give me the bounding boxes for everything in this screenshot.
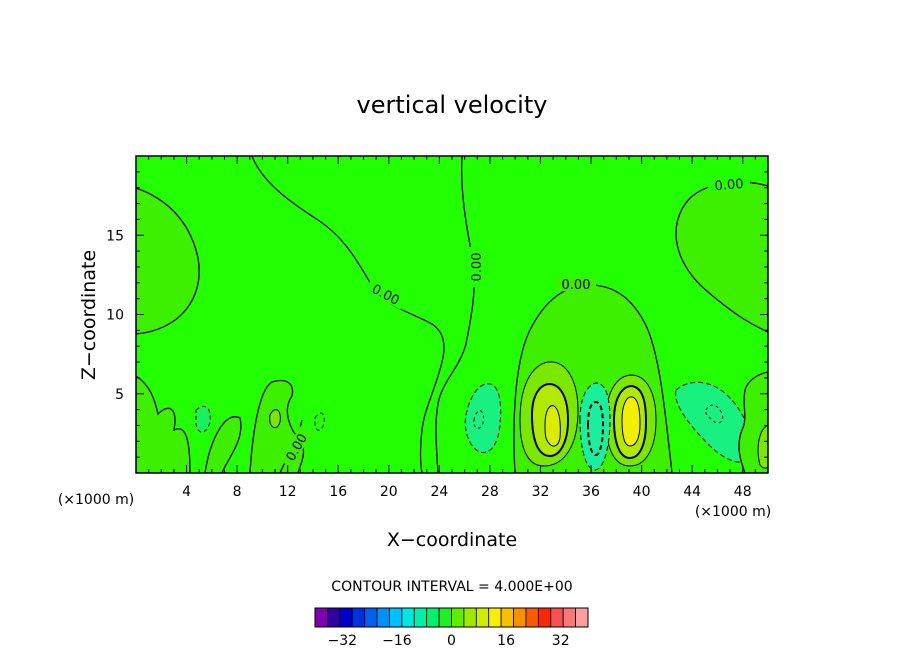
x-tick-label: 40 — [633, 484, 651, 500]
contour-region-pos-lobe-1-core — [544, 405, 561, 447]
colorbar-swatch — [339, 607, 353, 628]
x-tick-label: 44 — [683, 484, 701, 500]
contour-region-neg-lobe-center — [579, 382, 611, 471]
colorbar-swatch — [513, 607, 527, 628]
x-tick-label: 4 — [182, 484, 191, 500]
colorbar-tick-labels: −32 −16 0 16 32 — [328, 633, 570, 649]
colorbar-tick-label: 32 — [552, 633, 570, 649]
colorbar-swatch — [364, 607, 378, 628]
x-tick-label: 12 — [279, 484, 297, 500]
contour-region-neg-small-1 — [195, 406, 211, 433]
y-tick-label: 15 — [106, 228, 124, 244]
x-tick-label: 32 — [532, 484, 550, 500]
contour-label: 0.00 — [714, 177, 744, 194]
x-axis-ticks: 4 8 12 16 20 24 28 32 36 40 44 48 — [148, 156, 756, 500]
x-unit-label-right: (×1000 m) — [695, 504, 771, 520]
colorbar-swatch — [500, 607, 514, 628]
colorbar-swatch — [401, 607, 415, 628]
plot-area — [136, 156, 768, 473]
contour-region-upper-left — [136, 187, 200, 335]
x-unit-label-left: (×1000 m) — [58, 492, 134, 508]
colorbar-swatch — [426, 607, 440, 628]
y-tick-label: 5 — [115, 387, 124, 403]
x-tick-label: 28 — [481, 484, 499, 500]
colorbar-swatch — [438, 607, 452, 628]
zero-contour-line-2 — [435, 156, 475, 473]
contour-label: 0.00 — [470, 253, 485, 282]
colorbar-swatch — [525, 607, 539, 628]
colorbar-swatch — [575, 607, 589, 628]
x-tick-label: 24 — [430, 484, 448, 500]
x-tick-label: 36 — [582, 484, 600, 500]
x-tick-label: 48 — [734, 484, 752, 500]
colorbar-tick-label: 0 — [447, 633, 456, 649]
x-tick-label: 16 — [329, 484, 347, 500]
colorbar-swatch — [376, 607, 390, 628]
colorbar-frame — [314, 607, 589, 628]
contour-region-neg-lobe-right-inner — [705, 404, 724, 424]
contour-region-neg-lobe-center-inner — [586, 400, 605, 457]
colorbar-swatch — [314, 607, 328, 628]
colorbar-swatch — [451, 607, 465, 628]
x-tick-label: 20 — [380, 484, 398, 500]
contour-region-small-3 — [269, 409, 281, 429]
colorbar — [314, 607, 589, 628]
contour-region-small-1 — [204, 416, 242, 473]
y-axis-ticks: 5 10 15 — [106, 171, 768, 458]
x-tick-label: 8 — [233, 484, 242, 500]
contour-region-neg-lobe-right — [675, 381, 752, 463]
zero-contour-line-1 — [251, 156, 445, 473]
colorbar-tick-label: −32 — [328, 633, 358, 649]
colorbar-swatch — [475, 607, 490, 628]
y-axis-title: Z−coordinate — [78, 250, 100, 380]
colorbar-swatch — [537, 607, 552, 628]
chart-title: vertical velocity — [357, 91, 548, 119]
contour-region-bottom-left — [136, 375, 191, 473]
x-axis-title: X−coordinate — [387, 529, 517, 551]
contour-label: 0.00 — [562, 278, 591, 293]
colorbar-swatch — [389, 607, 403, 628]
y-tick-label: 10 — [106, 308, 124, 324]
colorbar-swatch — [327, 607, 341, 628]
contour-region-pos-lobe-2-core — [621, 396, 641, 447]
colorbar-tick-label: −16 — [382, 633, 412, 649]
contour-region-neg-lobe-left-inner — [473, 410, 484, 429]
colorbar-swatch — [413, 607, 428, 628]
colorbar-swatch — [488, 607, 502, 628]
colorbar-swatch — [351, 607, 366, 628]
colorbar-tick-label: 16 — [497, 633, 515, 649]
contour-interval-label: CONTOUR INTERVAL = 4.000E+00 — [331, 579, 572, 595]
colorbar-swatch — [562, 607, 576, 628]
contour-region-neg-lobe-left — [464, 383, 502, 454]
colorbar-swatch — [550, 607, 564, 628]
colorbar-swatch — [463, 607, 477, 628]
